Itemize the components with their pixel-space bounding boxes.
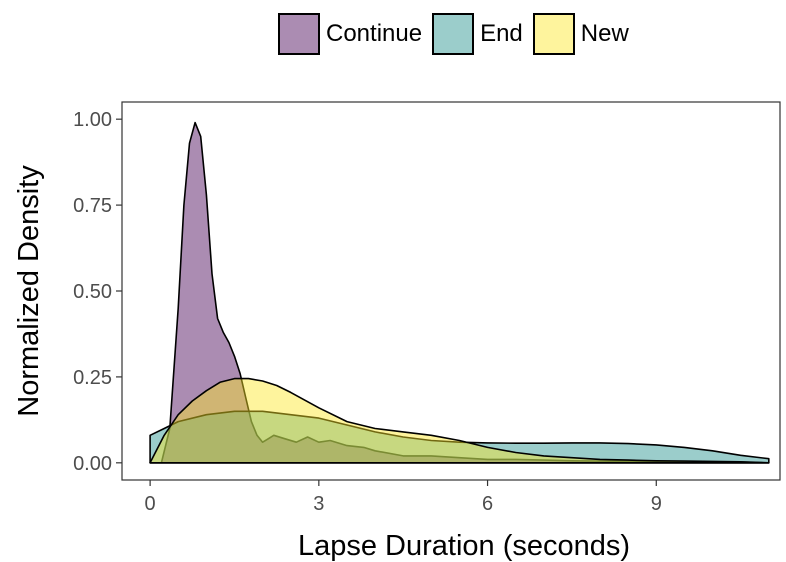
- plot-panel: [121, 101, 781, 481]
- legend-item-new: New: [532, 13, 635, 55]
- y-tick-label: 1.00: [73, 109, 112, 131]
- y-tick-label: 0.75: [73, 195, 112, 217]
- legend-key-end: [432, 13, 475, 55]
- y-tick-label: 0.00: [73, 453, 112, 475]
- legend-item-end: End: [432, 13, 529, 55]
- y-axis: 0.00 0.25 0.50 0.75 1.00: [73, 109, 122, 475]
- series-layer: [149, 121, 770, 464]
- legend: Continue End New: [278, 10, 639, 58]
- legend-key-continue: [278, 13, 320, 55]
- legend-label-new: New: [580, 20, 629, 47]
- y-axis-title: Normalized Density: [13, 165, 45, 417]
- density-area-end: [149, 410, 770, 464]
- x-tick-label: 6: [482, 493, 493, 515]
- legend-key-new: [532, 13, 575, 55]
- y-tick-label: 0.25: [73, 367, 112, 389]
- x-tick-label: 3: [313, 493, 324, 515]
- x-axis: 0 3 6 9: [145, 480, 662, 515]
- x-tick-label: 0: [145, 493, 156, 515]
- legend-label-end: End: [480, 20, 523, 47]
- legend-item-continue: Continue: [278, 13, 428, 55]
- x-axis-title: Lapse Duration (seconds): [298, 530, 630, 562]
- y-tick-label: 0.50: [73, 281, 112, 303]
- density-area-new: [149, 377, 770, 464]
- density-area-continue: [149, 121, 770, 464]
- x-tick-label: 9: [651, 493, 662, 515]
- legend-label-continue: Continue: [326, 20, 423, 47]
